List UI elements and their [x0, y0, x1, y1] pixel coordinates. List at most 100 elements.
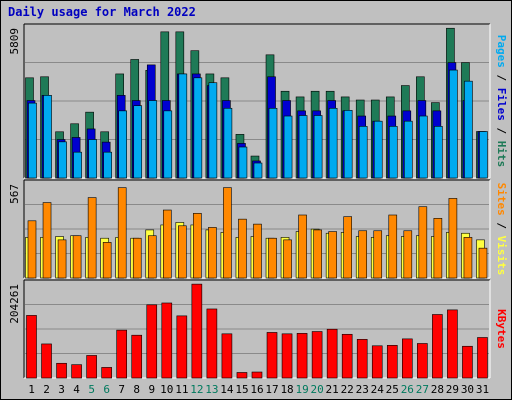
- pages-bar-day-19: [298, 115, 308, 179]
- sites-bar-day-29: [448, 198, 458, 279]
- day-label-12: 12: [190, 383, 203, 396]
- series-label-sites: Sites: [495, 183, 508, 216]
- pages-bar-day-22: [343, 110, 353, 179]
- kbytes-bar-day-4: [71, 364, 82, 379]
- day-label-23: 23: [356, 383, 369, 396]
- pages-bar-day-10: [163, 110, 173, 179]
- pages-bar-day-3: [58, 141, 67, 179]
- day-label-29: 29: [446, 383, 459, 396]
- day-label-13: 13: [205, 383, 218, 396]
- day-label-10: 10: [160, 383, 173, 396]
- chart-title: Daily usage for March 2022: [8, 5, 196, 19]
- kbytes-bar-day-16: [251, 371, 263, 379]
- sites-bar-day-4: [72, 235, 82, 279]
- panel-3-series-label: KBytes: [495, 309, 508, 349]
- pages-bar-day-26: [404, 120, 413, 179]
- day-label-17: 17: [265, 383, 278, 396]
- sites-bar-day-1: [27, 220, 37, 279]
- sites-bar-day-31: [478, 247, 488, 279]
- kbytes-bar-day-25: [386, 345, 398, 379]
- sites-bar-day-9: [147, 235, 157, 279]
- pages-bar-day-6: [103, 151, 112, 179]
- pages-bar-day-15: [238, 146, 248, 179]
- sites-bar-day-20: [313, 229, 322, 279]
- kbytes-bar-day-6: [101, 367, 112, 379]
- day-label-4: 4: [73, 383, 80, 396]
- day-label-26: 26: [401, 383, 414, 396]
- sites-bar-day-14: [223, 187, 232, 279]
- pages-bar-day-4: [73, 151, 82, 179]
- pages-bar-day-18: [283, 115, 293, 179]
- pages-bar-day-7: [118, 110, 127, 179]
- kbytes-bar-day-24: [371, 345, 383, 379]
- pages-bar-day-5: [88, 139, 97, 179]
- day-label-24: 24: [371, 383, 385, 396]
- pages-bar-day-31: [479, 131, 488, 179]
- pages-bar-day-14: [223, 107, 233, 179]
- kbytes-bar-day-19: [296, 333, 308, 379]
- panel-2-max-label: 567: [8, 184, 21, 204]
- series-label-: /: [495, 121, 508, 141]
- pages-bar-day-16: [253, 162, 263, 179]
- pages-bar-day-11: [178, 73, 188, 179]
- series-label-: /: [495, 68, 508, 88]
- sites-bar-day-17: [268, 237, 277, 279]
- day-label-5: 5: [88, 383, 95, 396]
- kbytes-bar-day-29: [447, 309, 458, 379]
- kbytes-bar-day-1: [26, 315, 37, 379]
- pages-bar-day-27: [419, 115, 428, 179]
- kbytes-bar-day-3: [56, 362, 67, 379]
- sites-bar-day-3: [57, 239, 67, 279]
- kbytes-bar-day-18: [281, 333, 293, 379]
- kbytes-bar-day-2: [41, 343, 52, 379]
- day-label-3: 3: [58, 383, 65, 396]
- kbytes-bar-day-26: [402, 338, 413, 379]
- panel-3-max-label: 204261: [8, 284, 21, 324]
- sites-bar-day-25: [388, 214, 398, 279]
- sites-bar-day-6: [102, 242, 112, 279]
- kbytes-bar-day-7: [116, 329, 127, 379]
- pages-bar-day-23: [358, 126, 368, 179]
- panel-1-max-label: 5809: [8, 28, 21, 55]
- day-label-27: 27: [416, 383, 429, 396]
- kbytes-bar-day-28: [432, 314, 443, 379]
- day-label-1: 1: [28, 383, 35, 396]
- kbytes-bar-day-12: [191, 283, 203, 379]
- sites-bar-day-13: [208, 227, 217, 279]
- pages-bar-day-2: [43, 95, 52, 179]
- sites-bar-day-24: [373, 230, 383, 279]
- sites-bar-day-10: [162, 209, 172, 279]
- sites-bar-day-16: [253, 223, 262, 279]
- sites-bar-day-12: [193, 213, 202, 279]
- kbytes-bar-day-21: [326, 328, 338, 379]
- pages-bar-day-9: [148, 100, 158, 179]
- day-label-21: 21: [326, 383, 339, 396]
- day-label-25: 25: [386, 383, 399, 396]
- pages-bar-day-28: [434, 126, 443, 179]
- day-label-16: 16: [250, 383, 263, 396]
- kbytes-bar-day-10: [161, 302, 173, 379]
- sites-bar-day-18: [283, 239, 292, 279]
- panel-2-series-label: Sites / Visits: [495, 183, 508, 276]
- sites-bar-day-7: [117, 187, 127, 279]
- pages-bar-day-20: [313, 115, 323, 179]
- sites-bar-day-19: [298, 214, 307, 279]
- sites-bar-day-22: [343, 216, 352, 279]
- kbytes-bar-day-23: [356, 339, 368, 379]
- pages-bar-day-1: [28, 102, 37, 179]
- sites-bar-day-5: [87, 197, 97, 279]
- kbytes-bar-day-14: [221, 333, 233, 379]
- pages-bar-day-8: [133, 105, 143, 179]
- kbytes-bar-day-17: [266, 332, 278, 379]
- pages-bar-day-17: [268, 107, 278, 179]
- kbytes-bar-day-9: [146, 304, 158, 379]
- kbytes-bar-day-31: [477, 337, 488, 379]
- day-label-15: 15: [235, 383, 248, 396]
- sites-bar-day-21: [328, 231, 337, 279]
- kbytes-bar-day-5: [86, 355, 97, 379]
- pages-bar-day-21: [328, 107, 338, 179]
- pages-bar-day-25: [388, 126, 398, 179]
- sites-bar-day-11: [178, 225, 187, 279]
- series-label-visits: Visits: [495, 236, 508, 276]
- day-label-30: 30: [461, 383, 474, 396]
